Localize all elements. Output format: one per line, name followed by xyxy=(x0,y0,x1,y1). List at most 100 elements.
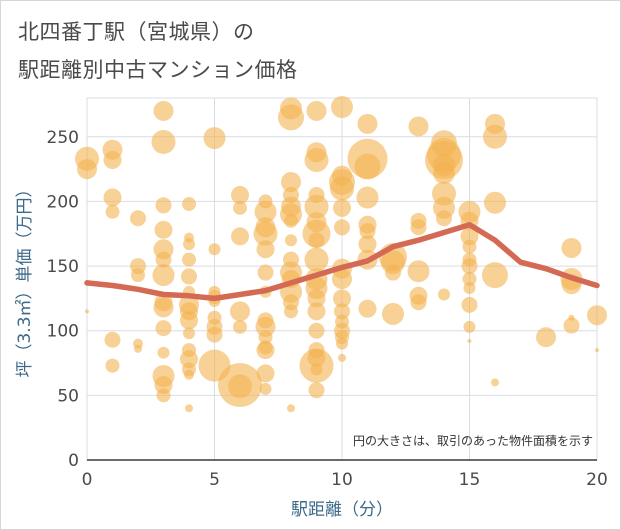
bubble-point xyxy=(385,264,401,281)
bubble-point xyxy=(358,299,377,318)
bubble-point xyxy=(334,219,350,236)
bubble-point xyxy=(354,153,381,180)
bubble-point xyxy=(438,288,450,301)
bubble-point xyxy=(103,188,122,207)
bubble-point xyxy=(287,404,295,413)
bubble-point xyxy=(462,239,477,254)
y-tick-label: 150 xyxy=(47,257,79,277)
bubble-point xyxy=(233,200,247,215)
chart-title-line1: 北四番丁駅（宮城県）の xyxy=(18,20,255,44)
bubble-point xyxy=(228,374,252,399)
bubble-point xyxy=(561,237,582,258)
bubble-point xyxy=(461,296,478,313)
y-axis-title: 坪（3.3㎡）単価（万円） xyxy=(15,180,35,377)
bubble-point xyxy=(153,100,174,121)
bubble-point xyxy=(278,104,304,131)
bubble-point xyxy=(433,161,455,184)
x-tick-label: 5 xyxy=(209,470,220,490)
bubble-size-note: 円の大きさは、取引のあった物件面積を示す xyxy=(353,433,593,448)
bubble-point xyxy=(105,204,120,219)
bubble-point xyxy=(334,303,350,320)
bubble-point xyxy=(153,297,174,318)
bubble-point xyxy=(131,268,145,283)
x-tick-label: 15 xyxy=(459,470,481,490)
bubble-point xyxy=(330,176,354,201)
bubble-point xyxy=(461,258,478,275)
bubble-point xyxy=(331,96,353,119)
bubble-point xyxy=(356,186,379,209)
bubble-point xyxy=(463,320,476,333)
bubble-layer xyxy=(75,96,607,413)
bubble-point xyxy=(306,100,327,121)
bubble-point xyxy=(206,326,223,343)
bubble-point xyxy=(308,322,325,339)
bubble-point xyxy=(333,289,351,308)
bubble-point xyxy=(436,210,452,227)
bubble-point xyxy=(230,301,250,322)
bubble-point xyxy=(536,327,556,348)
bubble-point xyxy=(151,129,176,154)
bubble-point xyxy=(256,341,275,360)
y-tick-label: 100 xyxy=(47,322,79,342)
bubble-point xyxy=(253,221,278,246)
bubble-point xyxy=(563,317,580,334)
bubble-point xyxy=(152,264,175,287)
bubble-point xyxy=(154,220,173,239)
bubble-point xyxy=(258,330,273,345)
bubble-point xyxy=(255,316,276,337)
bubble-point xyxy=(359,223,376,240)
y-tick-label: 50 xyxy=(57,386,79,406)
bubble-point xyxy=(462,272,477,286)
bubble-point xyxy=(181,268,197,285)
x-tick-label: 10 xyxy=(331,470,353,490)
bubble-point xyxy=(185,404,193,413)
bubble-point xyxy=(460,227,479,246)
bubble-point xyxy=(155,320,172,337)
bubble-point xyxy=(333,198,351,217)
bubble-point xyxy=(304,194,329,219)
bubble-point xyxy=(410,294,427,311)
bubble-point xyxy=(284,213,298,228)
bubble-point xyxy=(336,337,348,350)
bubble-point xyxy=(155,251,172,268)
x-tick-label: 20 xyxy=(586,470,608,490)
y-tick-label: 0 xyxy=(68,451,79,471)
bubble-point xyxy=(285,234,297,247)
bubble-point xyxy=(308,232,325,249)
bubble-point xyxy=(410,219,427,236)
bubble-point xyxy=(338,353,346,362)
bubble-point xyxy=(182,252,196,267)
bubble-point xyxy=(357,113,378,134)
bubble-point xyxy=(407,260,430,283)
bubble-point xyxy=(254,200,277,223)
bubble-point xyxy=(256,364,275,383)
bubble-point xyxy=(358,235,377,254)
bubble-point xyxy=(203,127,226,150)
bubble-point xyxy=(231,185,249,204)
bubble-point xyxy=(308,382,325,399)
bubble-point xyxy=(484,191,506,214)
bubble-point xyxy=(104,331,121,348)
bubble-point xyxy=(483,124,507,149)
bubble-point xyxy=(467,339,472,344)
x-axis-title: 駅距離（分） xyxy=(291,500,393,520)
bubble-point xyxy=(595,348,599,353)
bubble-point xyxy=(183,238,195,251)
y-tick-labels: 0 50 100 150 200 250 xyxy=(47,128,79,471)
bubble-point xyxy=(183,327,195,340)
bubble-point xyxy=(307,302,326,321)
bubble-point xyxy=(85,309,89,314)
bubble-point xyxy=(233,319,247,334)
y-tick-label: 250 xyxy=(47,128,79,148)
bubble-point xyxy=(208,243,221,256)
bubble-point xyxy=(105,358,120,373)
bubble-point xyxy=(103,151,122,170)
bubble-point xyxy=(587,305,607,326)
bubble-point xyxy=(491,378,499,387)
bubble-point xyxy=(180,311,198,330)
bubble-point xyxy=(134,344,142,353)
bubble-point xyxy=(157,346,170,359)
bubble-point xyxy=(154,376,173,395)
bubble-point xyxy=(284,304,298,319)
